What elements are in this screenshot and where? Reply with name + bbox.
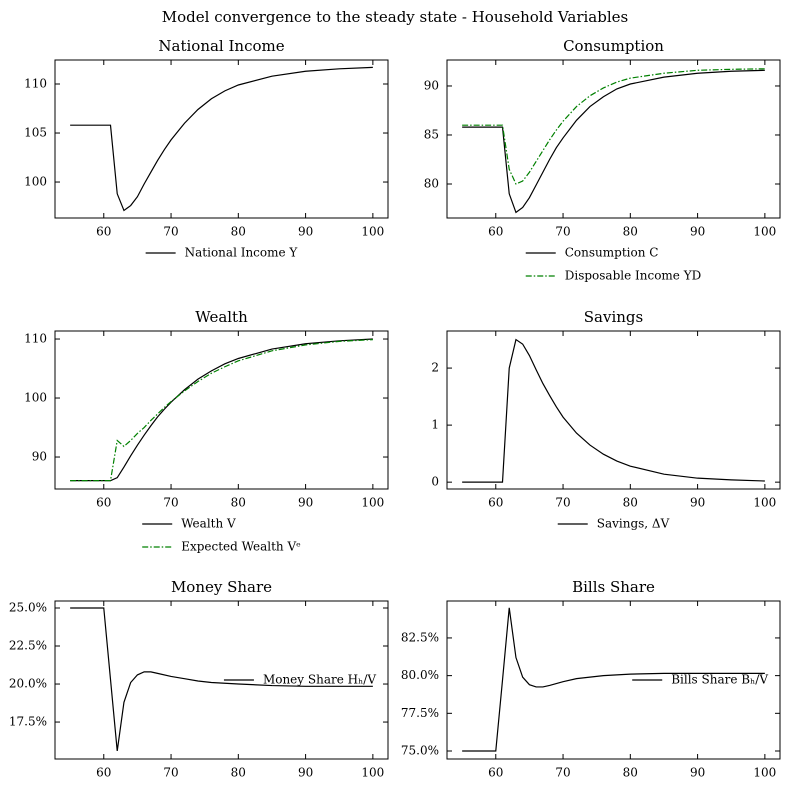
y-tick-label: 20.0% (9, 677, 47, 691)
legend-label: Disposable Income YD (565, 269, 702, 283)
x-tick-label: 80 (623, 496, 638, 510)
y-tick-label: 90 (32, 450, 47, 464)
legend-label: Wealth V (181, 517, 236, 531)
x-tick-label: 60 (96, 225, 111, 239)
y-tick-label: 100 (24, 391, 47, 405)
y-tick-label: 82.5% (401, 630, 439, 644)
x-tick-label: 90 (690, 766, 705, 780)
x-tick-label: 100 (361, 496, 384, 510)
x-tick-label: 100 (361, 766, 384, 780)
x-tick-label: 60 (488, 496, 503, 510)
subplot-title: Consumption (563, 37, 664, 55)
y-tick-label: 17.5% (9, 715, 47, 729)
y-tick-label: 110 (24, 332, 47, 346)
figure-title: Model convergence to the steady state - … (162, 8, 628, 26)
x-tick-label: 80 (623, 766, 638, 780)
subplot-title: Money Share (171, 578, 272, 596)
legend-label: Savings, ΔV (597, 517, 670, 531)
x-tick-label: 70 (555, 496, 570, 510)
x-tick-label: 100 (753, 496, 776, 510)
y-tick-label: 25.0% (9, 600, 47, 614)
x-tick-label: 90 (690, 225, 705, 239)
series-line (462, 607, 765, 752)
y-tick-label: 1 (431, 418, 439, 432)
y-tick-label: 100 (24, 175, 47, 189)
x-tick-label: 90 (298, 225, 313, 239)
subplot-title: Wealth (195, 308, 248, 326)
x-tick-label: 60 (488, 766, 503, 780)
series-line (70, 339, 373, 482)
x-tick-label: 80 (231, 225, 246, 239)
x-tick-label: 90 (690, 496, 705, 510)
x-tick-label: 80 (231, 496, 246, 510)
y-tick-label: 110 (24, 77, 47, 91)
y-tick-label: 105 (24, 126, 47, 140)
y-tick-label: 75.0% (401, 744, 439, 758)
legend-label: Consumption C (565, 246, 659, 260)
x-tick-label: 70 (163, 225, 178, 239)
x-tick-label: 70 (163, 766, 178, 780)
series-line (462, 338, 765, 483)
series-line (70, 338, 373, 482)
x-tick-label: 80 (231, 766, 246, 780)
y-tick-label: 77.5% (401, 706, 439, 720)
series-line (70, 607, 373, 752)
x-tick-label: 90 (298, 496, 313, 510)
y-tick-label: 0 (431, 475, 439, 489)
x-tick-label: 70 (163, 496, 178, 510)
legend-label: Bills Share Bₕ/V (671, 673, 768, 687)
x-tick-label: 100 (361, 225, 384, 239)
legend-label: Expected Wealth Vᵉ (181, 540, 301, 554)
legend-label: National Income Y (185, 246, 299, 260)
x-tick-label: 70 (555, 225, 570, 239)
x-tick-label: 90 (298, 766, 313, 780)
axes-frame (54, 330, 389, 490)
x-tick-label: 60 (488, 225, 503, 239)
axes-frame (54, 600, 389, 760)
axes-frame (446, 330, 781, 490)
y-tick-label: 22.5% (9, 639, 47, 653)
y-tick-label: 85 (424, 127, 439, 141)
subplot-title: Bills Share (572, 578, 655, 596)
x-tick-label: 80 (623, 225, 638, 239)
y-tick-label: 2 (431, 361, 439, 375)
subplot-title: Savings (584, 308, 643, 326)
legend-label: Money Share Hₕ/V (263, 673, 376, 687)
y-tick-label: 80 (424, 176, 439, 190)
x-tick-label: 70 (555, 766, 570, 780)
series-line (462, 68, 765, 185)
x-tick-label: 60 (96, 496, 111, 510)
y-tick-label: 80.0% (401, 668, 439, 682)
subplot-title: National Income (158, 37, 284, 55)
series-line (462, 69, 765, 214)
x-tick-label: 100 (753, 225, 776, 239)
axes-frame (54, 59, 389, 219)
x-tick-label: 100 (753, 766, 776, 780)
axes-frame (446, 600, 781, 760)
series-line (70, 66, 373, 212)
x-tick-label: 60 (96, 766, 111, 780)
axes-frame (446, 59, 781, 219)
y-tick-label: 90 (424, 78, 439, 92)
